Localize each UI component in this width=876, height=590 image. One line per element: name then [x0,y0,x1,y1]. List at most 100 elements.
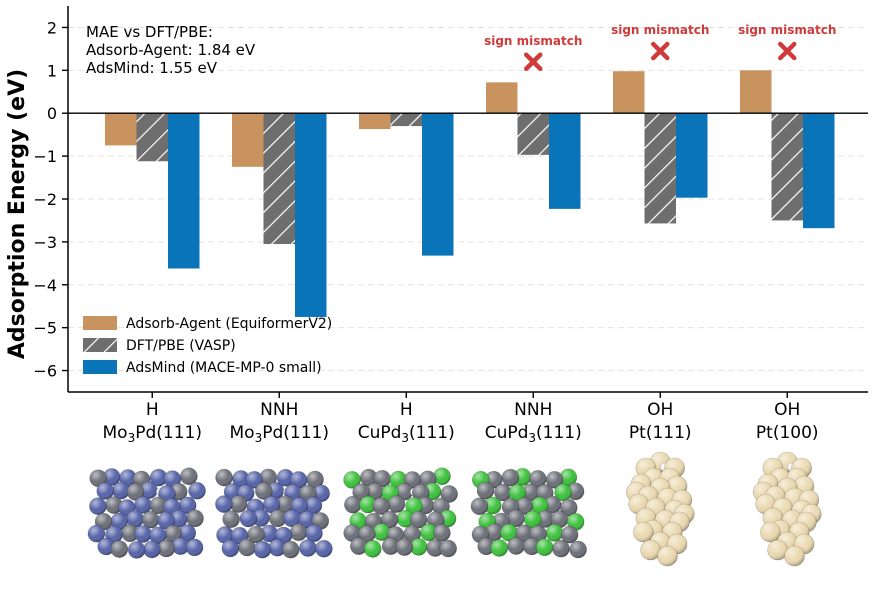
bar-adsmind [549,113,581,209]
atom-shading [252,509,270,527]
x-tick-surface: CuPd3(111) [485,423,582,445]
sign-mismatch-label: sign mismatch [484,34,582,48]
atom-shading [433,524,451,542]
atom-shading [567,482,585,500]
atom-shading [546,524,564,542]
atom-shading [164,525,182,543]
atom-shading [395,538,413,556]
atom-shading [531,497,549,515]
x-tick-surface: CuPd3(111) [358,423,455,445]
bar-dft [390,113,422,127]
atom-shading [239,510,257,528]
legend-swatch-dft [83,338,117,352]
atom-shading [216,526,234,544]
atom-shading [521,483,539,501]
atom-shading [143,540,161,558]
x-tick-surface: Pt(111) [629,423,692,443]
atom-shading [403,471,421,489]
atom-shading [501,469,519,487]
bar-adsorb-agent [740,70,772,114]
structure-image [752,451,822,567]
bar-adsorb-agent [105,113,137,146]
atom-shading [263,496,281,514]
atom-shading [142,511,160,529]
x-tick-surface: Mo3Pd(111) [103,423,202,445]
x-tick-adsorbate: OH [774,400,800,420]
atom-shading [238,539,256,557]
atom-shading [343,471,361,489]
atom-shading [439,540,457,558]
atom-shading [128,541,146,559]
atom-shading [299,539,317,557]
legend-label-dft: DFT/PBE (VASP) [126,338,236,354]
cross-icon [524,52,543,72]
atom-shading [170,510,188,528]
atom-shading [134,525,152,543]
sign-mismatch-markers: sign mismatch sign mismatch sign mismatch [484,23,836,72]
atom-shading [373,470,391,488]
mae-title: MAE vs DFT/PBE: [86,23,213,41]
x-tick-adsorbate: NNH [514,400,552,420]
atom-shading [569,540,587,558]
atom-shading [633,522,654,542]
atom-shading [507,537,525,555]
y-ticks: 2 1 0 −1 −2 −3 −4 −5 −6 [33,18,68,381]
y-tick-label: −4 [33,276,57,295]
atom-shading [364,540,382,558]
atom-shading [180,467,198,485]
atom-shading [366,483,384,501]
atom-shading [410,538,428,556]
atom-shading [186,538,204,556]
atom-shading [536,538,554,556]
atom-shading [277,469,295,487]
atom-shading [567,513,585,531]
atom-shading [524,510,542,528]
atom-shading [163,470,181,488]
atom-shading [350,537,368,555]
atom-shading [245,471,263,489]
atom-shading [500,524,518,542]
bar-dft [644,113,676,224]
atom-shading [470,497,488,515]
legend-label-adsorb-agent: Adsorb-Agent (EquiformerV2) [126,316,332,332]
cross-icon [778,41,797,61]
atom-shading [440,485,458,503]
atom-shading [178,524,196,542]
y-tick-label: −3 [33,233,57,252]
atom-shading [103,468,121,486]
atom-shading [477,482,495,500]
atom-shading [171,537,189,555]
atom-shading [150,469,168,487]
atom-shading [305,524,323,542]
atom-shading [268,539,286,557]
atom-shading [298,511,316,529]
atom-shading [529,470,547,488]
atom-shading [536,510,554,528]
atom-shading [515,497,533,515]
atom-shading [110,513,128,531]
sign-mismatch-label: sign mismatch [738,23,836,37]
bar-dft [136,113,168,162]
y-tick-label: 1 [47,61,57,80]
atom-shading [188,482,206,500]
atom-shading [140,481,158,499]
atom-shading [507,509,525,527]
atom-shading [119,469,137,487]
atom-shading [344,496,362,514]
atom-shading [87,525,105,543]
atom-shading [305,496,323,514]
mae-adsmind: AdsMind: 1.55 eV [86,59,218,77]
atom-shading [485,523,503,541]
bar-adsmind [803,113,835,229]
y-tick-label: 0 [47,104,57,123]
atom-shading [121,524,139,542]
atom-shading [560,499,578,517]
atom-shading [290,471,308,489]
atom-shading [477,537,495,555]
atom-shading [352,483,370,501]
legend-swatch-adsmind [83,360,117,374]
legend-label-adsmind: AdsMind (MACE-MP-0 small) [126,360,322,376]
atom-shading [426,539,444,557]
bar-dft [771,113,803,221]
structure-image [470,468,587,559]
